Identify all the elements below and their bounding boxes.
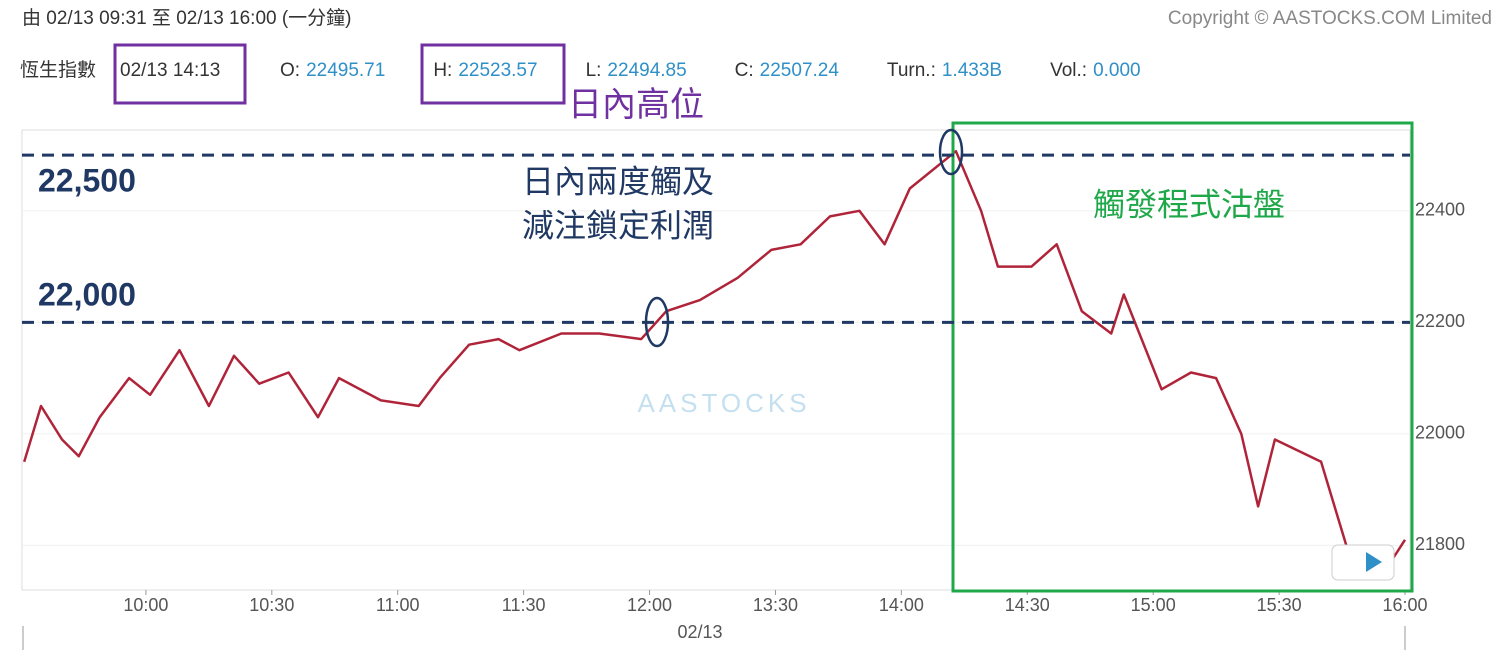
marker-ellipse bbox=[938, 128, 964, 176]
info-value: 22495.71 bbox=[306, 60, 385, 81]
highlight-box bbox=[951, 121, 1414, 593]
info-label: O: bbox=[280, 60, 300, 81]
info-value: 22507.24 bbox=[760, 60, 840, 81]
x-tick-label: 10:00 bbox=[123, 595, 168, 615]
x-tick-label: 16:00 bbox=[1382, 595, 1427, 615]
info-label: Vol.: bbox=[1050, 60, 1087, 81]
x-tick-label: 10:30 bbox=[249, 595, 294, 615]
y-tick-label: 21800 bbox=[1415, 534, 1465, 554]
annotation: 日內兩度觸及 bbox=[522, 163, 714, 201]
x-tick-label: 14:00 bbox=[879, 595, 924, 615]
info-value: 0.000 bbox=[1093, 60, 1141, 81]
x-tick-label: 15:30 bbox=[1257, 595, 1302, 615]
x-tick-label: 11:30 bbox=[502, 595, 546, 615]
info-value: 1.433B bbox=[942, 60, 1002, 81]
cursor-time: 02/13 14:13 bbox=[120, 60, 220, 81]
info-value: 22494.85 bbox=[607, 60, 686, 81]
annotation: 日內高位 bbox=[568, 85, 704, 125]
info-label: L: bbox=[586, 60, 602, 81]
x-tick-label: 11:00 bbox=[376, 595, 420, 615]
highlight-box bbox=[420, 43, 566, 105]
annotation: 觸發程式沽盤 bbox=[1093, 186, 1285, 224]
info-value: 22523.57 bbox=[458, 60, 537, 81]
annotation: 22,000 bbox=[38, 276, 136, 312]
info-label: H: bbox=[433, 60, 452, 81]
y-tick-label: 22200 bbox=[1415, 311, 1465, 331]
highlight-box bbox=[113, 43, 247, 105]
x-tick-label: 13:30 bbox=[753, 595, 798, 615]
price-line bbox=[23, 149, 1407, 581]
x-tick-label: 12:00 bbox=[627, 595, 672, 615]
x-tick-label: 15:00 bbox=[1131, 595, 1176, 615]
annotation: 減注鎖定利潤 bbox=[522, 207, 714, 245]
plot-frame bbox=[21, 129, 1411, 591]
watermark: AASTOCKS bbox=[637, 388, 810, 418]
scroll-icon[interactable] bbox=[1366, 552, 1382, 572]
info-label: C: bbox=[735, 60, 754, 81]
annotation: 22,500 bbox=[38, 162, 136, 198]
header: 由 02/13 09:31 至 02/13 16:00 (一分鐘) bbox=[22, 7, 352, 29]
copyright: Copyright © AASTOCKS.COM Limited bbox=[1168, 8, 1492, 29]
info-label: Turn.: bbox=[887, 60, 936, 81]
instrument: 恆生指數 bbox=[20, 59, 96, 81]
x-tick-label: 14:30 bbox=[1005, 595, 1050, 615]
y-tick-label: 22400 bbox=[1415, 200, 1465, 220]
scroll-button[interactable] bbox=[1331, 544, 1395, 581]
y-tick-label: 22000 bbox=[1415, 423, 1465, 443]
x-axis-date: 02/13 bbox=[677, 622, 722, 642]
